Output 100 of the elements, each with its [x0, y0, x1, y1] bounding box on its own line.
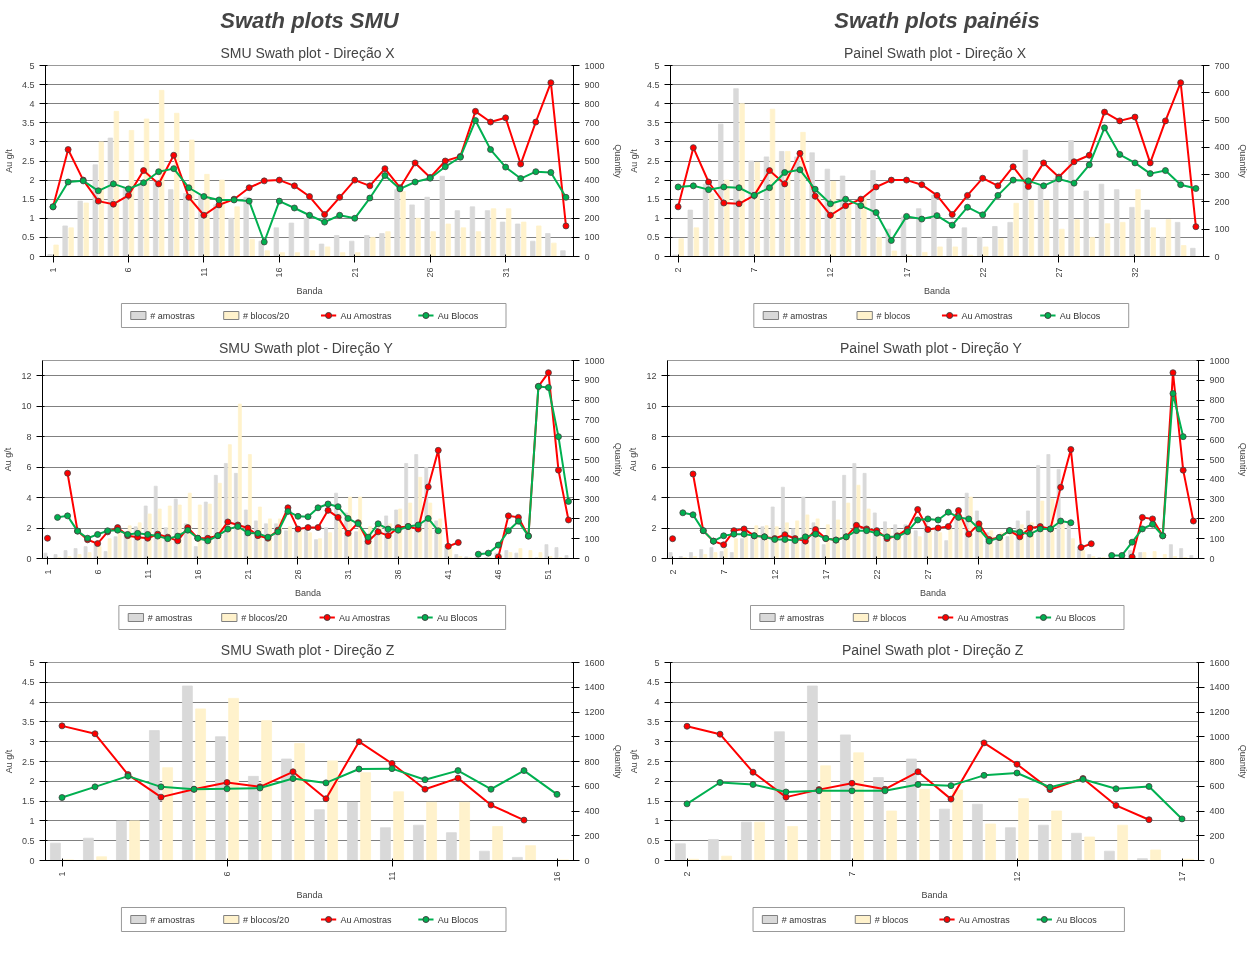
- y2-tick-label: 400: [1209, 806, 1225, 816]
- y2-axis-title: Quantity: [612, 744, 623, 779]
- y-tick-label: 4.5: [21, 677, 35, 688]
- y-tick-label: 0: [26, 553, 32, 564]
- legend-label: # amostras: [781, 914, 827, 925]
- y-tick-label: 3: [29, 136, 35, 147]
- x-tick-label: 7: [749, 267, 760, 273]
- y-axis-title: Au g/t: [3, 749, 14, 774]
- x-tick-label: 27: [1053, 267, 1064, 278]
- y-tick-label: 2: [26, 523, 32, 534]
- x-axis-title: Banda: [294, 587, 322, 598]
- x-axis-title: Banda: [919, 587, 947, 598]
- x-tick-label: 16: [192, 569, 203, 580]
- y2-tick-label: 1000: [584, 731, 605, 742]
- x-tick-label: 2: [673, 267, 684, 273]
- legend-label: Au Amostras: [958, 914, 1011, 925]
- y-tick-label: 4: [654, 98, 660, 109]
- y2-tick-label: 700: [1209, 414, 1225, 425]
- legend-label: Au Blocos: [1056, 914, 1098, 925]
- x-tick-label: 26: [425, 267, 436, 278]
- text: Swath plots painéis: [834, 7, 1040, 33]
- y2-tick-label: 200: [1209, 513, 1225, 524]
- y-tick-label: 2: [654, 776, 660, 787]
- y-tick-label: 1.5: [646, 796, 660, 807]
- y-tick-label: 3: [654, 736, 660, 747]
- y2-tick-label: 1200: [1209, 707, 1230, 717]
- y2-tick-label: 800: [1209, 395, 1225, 406]
- x-tick-label: 7: [718, 569, 729, 575]
- y-tick-label: 2: [654, 175, 660, 186]
- legend-label: # blocos/20: [243, 310, 290, 321]
- y2-tick-label: 0: [584, 553, 590, 564]
- y2-tick-label: 200: [584, 513, 600, 524]
- y2-tick-label: 400: [584, 474, 600, 485]
- x-tick-label: 36: [393, 569, 404, 580]
- x-axis-title: Banda: [296, 285, 323, 296]
- x-axis-title: Banda: [921, 889, 948, 900]
- y2-tick-label: 0: [1209, 855, 1215, 866]
- y2-axis-title: Quantity: [1237, 744, 1248, 779]
- y2-tick-label: 900: [584, 79, 600, 90]
- y2-tick-label: 200: [1209, 830, 1225, 841]
- y2-tick-label: 800: [1209, 756, 1225, 767]
- y-tick-label: 3: [654, 136, 660, 147]
- y-tick-label: 0: [651, 553, 657, 564]
- y2-tick-label: 100: [584, 232, 600, 243]
- x-tick-label: 6: [222, 871, 232, 877]
- y2-tick-label: 200: [584, 830, 600, 841]
- y-tick-label: 10: [21, 401, 32, 412]
- y-tick-label: 2.5: [646, 756, 660, 767]
- x-tick-label: 31: [500, 267, 511, 278]
- y-tick-label: 0.5: [21, 835, 35, 846]
- y-tick-label: 2.5: [21, 756, 35, 767]
- y-tick-label: 6: [651, 462, 657, 473]
- x-tick-label: 32: [1129, 267, 1140, 278]
- y-tick-label: 4.5: [21, 79, 35, 90]
- y-tick-label: 4: [26, 492, 32, 503]
- legend-label: Au Blocos: [436, 612, 478, 623]
- legend-label: # blocos: [874, 914, 909, 925]
- x-tick-label: 17: [820, 569, 831, 580]
- x-tick-label: 21: [349, 267, 360, 278]
- y-tick-label: 1: [29, 213, 35, 224]
- y-tick-label: 1.5: [21, 194, 35, 205]
- y-tick-label: 3.5: [646, 716, 660, 727]
- legend-label: # amostras: [147, 612, 193, 623]
- x-tick-label: 1: [42, 569, 53, 575]
- y-tick-label: 0: [29, 855, 35, 866]
- legend-label: Au Amostras: [339, 612, 391, 623]
- y2-tick-label: 200: [1214, 196, 1230, 207]
- x-tick-label: 11: [387, 871, 397, 881]
- y2-tick-label: 0: [1214, 251, 1220, 262]
- x-tick-label: 17: [901, 267, 912, 278]
- legend-label: # amostras: [150, 914, 196, 925]
- x-tick-label: 16: [274, 267, 285, 278]
- y2-tick-label: 200: [584, 213, 600, 224]
- y2-tick-label: 1200: [584, 707, 605, 717]
- x-tick-label: 1: [57, 871, 67, 877]
- y2-tick-label: 600: [584, 434, 600, 445]
- y2-tick-label: 600: [1209, 434, 1225, 445]
- x-tick-label: 12: [825, 267, 836, 278]
- y2-axis-title: Quantity: [1237, 442, 1248, 477]
- legend-label: Au Amostras: [961, 310, 1014, 321]
- y-tick-label: 4: [654, 697, 660, 708]
- x-tick-label: 7: [847, 871, 857, 877]
- y-tick-label: 5: [29, 657, 35, 668]
- y2-axis-title: Quantity: [612, 144, 623, 179]
- y2-tick-label: 1400: [1209, 682, 1230, 693]
- y-tick-label: 1: [29, 815, 35, 826]
- x-axis-title: Banda: [296, 889, 323, 900]
- y-tick-label: 4: [651, 492, 657, 503]
- chart-title: Painel Swath plot - Direção X: [844, 44, 1027, 61]
- y-tick-label: 12: [21, 370, 32, 381]
- y-tick-label: 4: [29, 98, 35, 109]
- y2-tick-label: 700: [1214, 60, 1230, 71]
- legend-label: # blocos/20: [241, 612, 288, 623]
- chart-title: SMU Swath plot - Direção Z: [220, 641, 395, 658]
- y2-tick-label: 500: [584, 454, 600, 465]
- y-tick-label: 6: [26, 462, 32, 473]
- y2-axis-title: Quantity: [1237, 144, 1248, 179]
- x-tick-label: 6: [92, 569, 103, 575]
- y-tick-label: 2.5: [21, 156, 35, 166]
- y2-tick-label: 900: [584, 375, 600, 386]
